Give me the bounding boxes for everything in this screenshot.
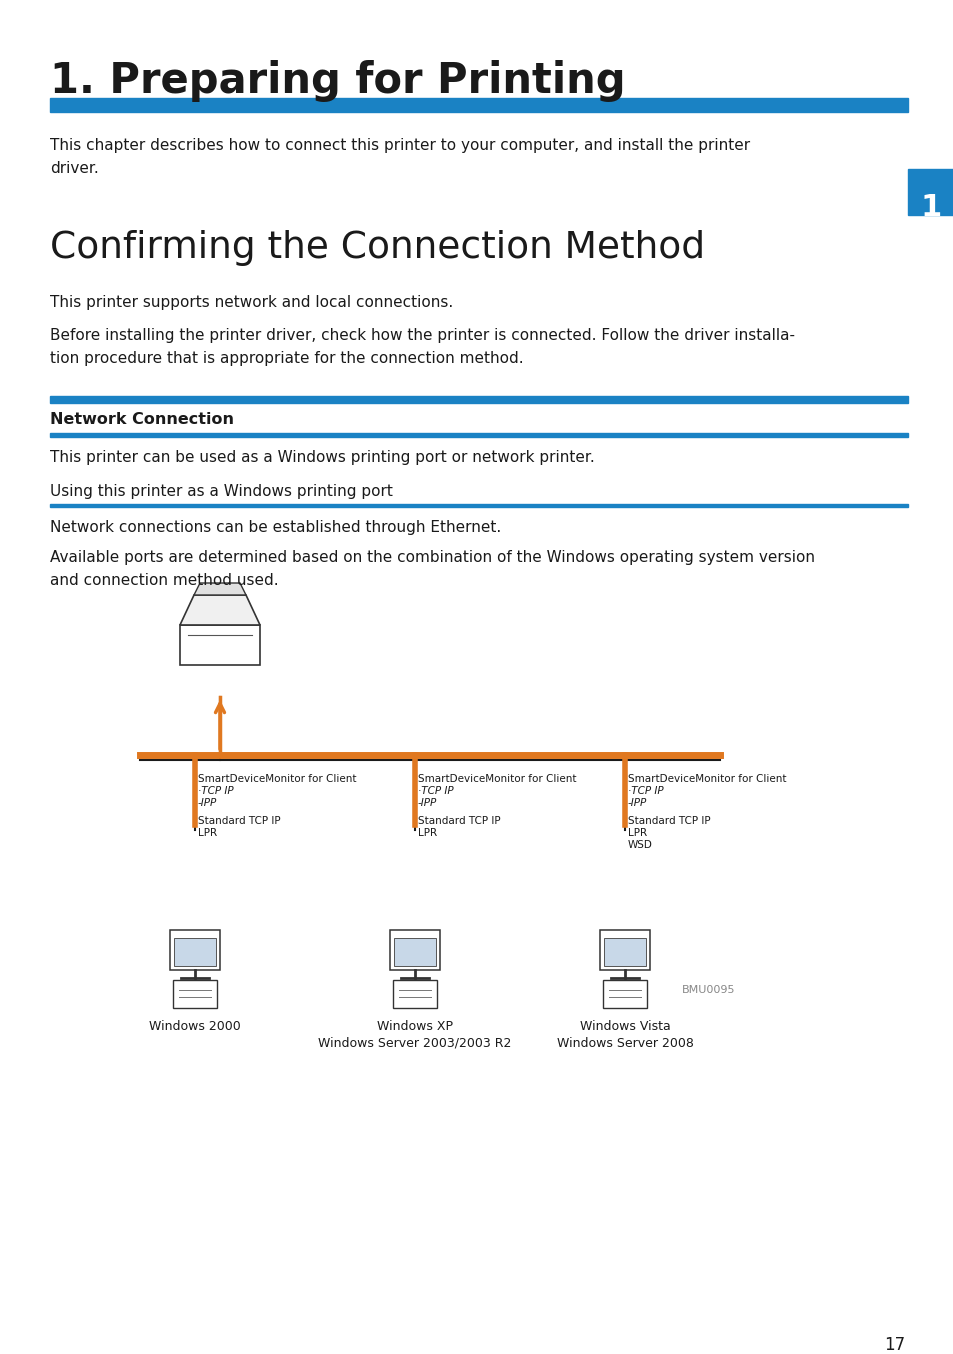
- Text: -IPP: -IPP: [417, 798, 436, 808]
- Polygon shape: [193, 584, 246, 594]
- Text: Confirming the Connection Method: Confirming the Connection Method: [50, 230, 704, 265]
- Text: BMU0095: BMU0095: [680, 984, 734, 995]
- Text: LPR: LPR: [627, 829, 646, 838]
- Bar: [172, 980, 216, 1007]
- Text: 1. Preparing for Printing: 1. Preparing for Printing: [50, 60, 625, 102]
- Bar: [50, 395, 907, 403]
- Bar: [393, 980, 436, 1007]
- Bar: [180, 626, 260, 665]
- Text: This printer supports network and local connections.: This printer supports network and local …: [50, 295, 453, 310]
- Text: SmartDeviceMonitor for Client: SmartDeviceMonitor for Client: [417, 774, 576, 784]
- Bar: [907, 169, 953, 215]
- Polygon shape: [180, 594, 260, 626]
- Text: LPR: LPR: [198, 829, 217, 838]
- Text: Using this printer as a Windows printing port: Using this printer as a Windows printing…: [50, 483, 393, 500]
- Text: Windows XP
Windows Server 2003/2003 R2: Windows XP Windows Server 2003/2003 R2: [318, 1020, 511, 1049]
- Text: This chapter describes how to connect this printer to your computer, and install: This chapter describes how to connect th…: [50, 138, 749, 176]
- Text: Standard TCP IP: Standard TCP IP: [198, 816, 280, 826]
- Text: SmartDeviceMonitor for Client: SmartDeviceMonitor for Client: [198, 774, 356, 784]
- Bar: [50, 504, 907, 506]
- Text: Network connections can be established through Ethernet.: Network connections can be established t…: [50, 520, 500, 535]
- Text: ·TCP IP: ·TCP IP: [417, 787, 453, 796]
- Text: Standard TCP IP: Standard TCP IP: [627, 816, 710, 826]
- Bar: [50, 433, 907, 437]
- Bar: [603, 938, 645, 965]
- Text: WSD: WSD: [627, 839, 652, 850]
- Bar: [599, 930, 649, 969]
- Text: -IPP: -IPP: [198, 798, 217, 808]
- Bar: [390, 930, 439, 969]
- Text: -IPP: -IPP: [627, 798, 646, 808]
- Bar: [173, 938, 215, 965]
- Text: ·TCP IP: ·TCP IP: [198, 787, 233, 796]
- Bar: [394, 938, 436, 965]
- Text: 1: 1: [920, 194, 941, 222]
- Text: Network Connection: Network Connection: [50, 412, 233, 427]
- Text: Windows Vista
Windows Server 2008: Windows Vista Windows Server 2008: [556, 1020, 693, 1049]
- Text: Available ports are determined based on the combination of the Windows operating: Available ports are determined based on …: [50, 550, 814, 589]
- Text: Before installing the printer driver, check how the printer is connected. Follow: Before installing the printer driver, ch…: [50, 328, 794, 367]
- Text: Windows 2000: Windows 2000: [149, 1020, 240, 1033]
- Text: SmartDeviceMonitor for Client: SmartDeviceMonitor for Client: [627, 774, 785, 784]
- Bar: [50, 97, 907, 112]
- Text: 17: 17: [882, 1336, 904, 1354]
- Bar: [170, 930, 220, 969]
- Text: LPR: LPR: [417, 829, 436, 838]
- Text: This printer can be used as a Windows printing port or network printer.: This printer can be used as a Windows pr…: [50, 450, 594, 464]
- Text: ·TCP IP: ·TCP IP: [627, 787, 663, 796]
- Bar: [602, 980, 646, 1007]
- Text: Standard TCP IP: Standard TCP IP: [417, 816, 500, 826]
